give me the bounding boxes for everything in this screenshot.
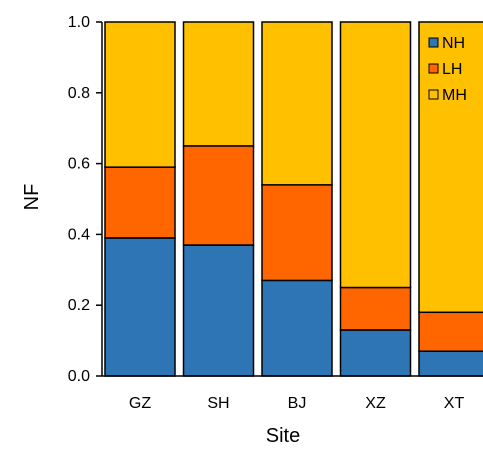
y-tick-label: 0.6 (68, 156, 90, 173)
bar-nh-xz (339, 329, 412, 377)
y-axis-title: NF (21, 184, 43, 211)
x-tick-label-xz: XZ (365, 395, 386, 412)
legend-swatch-nh (428, 37, 439, 48)
y-tick-label: 0.2 (68, 297, 90, 314)
bar-nh-bj (261, 279, 333, 377)
legend-swatch-lh (428, 63, 439, 74)
y-tick-label: 0.0 (68, 368, 90, 385)
x-tick-label-bj: BJ (288, 395, 307, 412)
bar-nh-sh (182, 244, 255, 377)
bar-lh-gz (104, 166, 176, 239)
bar-lh-sh (182, 145, 255, 246)
bars-group (104, 21, 483, 377)
bar-lh-xz (339, 286, 412, 331)
bar-nh-xt (418, 350, 483, 377)
x-axis-title: Site (266, 425, 300, 447)
y-axis: 0.0 0.2 0.4 0.6 0.8 1.0 (68, 14, 103, 385)
bar-lh-bj (261, 184, 333, 282)
bar-mh-bj (261, 21, 333, 186)
x-tick-label-xt: XT (444, 395, 465, 412)
bar-mh-xz (339, 21, 412, 289)
y-tick-label: 0.4 (68, 226, 90, 243)
y-tick-label: 1.0 (68, 14, 90, 31)
bar-mh-gz (104, 21, 176, 168)
bar-lh-xt (418, 311, 483, 352)
legend-label-mh: MH (442, 87, 467, 104)
legend: NH LH MH (428, 35, 467, 104)
x-tick-label-sh: SH (207, 395, 229, 412)
y-tick-label: 0.8 (68, 85, 90, 102)
bar-nh-gz (104, 237, 176, 377)
legend-swatch-mh (428, 89, 439, 100)
x-tick-label-gz: GZ (129, 395, 151, 412)
x-axis: GZ SH BJ XZ XT (102, 375, 483, 412)
bar-mh-sh (182, 21, 255, 147)
legend-label-lh: LH (442, 61, 462, 78)
legend-label-nh: NH (442, 35, 465, 52)
